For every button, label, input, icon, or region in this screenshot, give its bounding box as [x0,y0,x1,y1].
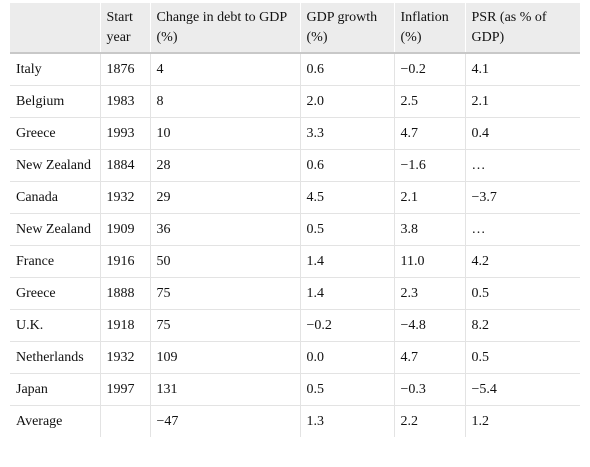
header-inflation: Inflation (%) [394,3,466,54]
cell-country: Greece [10,117,101,150]
cell-gdp-growth: 1.4 [300,277,395,310]
header-gdp-growth: GDP growth (%) [300,3,395,54]
table-row: Greece 1888 75 1.4 2.3 0.5 [10,277,580,310]
cell-inflation: −0.2 [394,53,466,86]
cell-inflation: −0.3 [394,373,466,406]
cell-psr: 0.5 [465,341,580,374]
cell-start-year: 1876 [100,53,151,86]
cell-inflation: 2.3 [394,277,466,310]
table-header: Start year Change in debt to GDP (%) GDP… [10,3,580,54]
cell-change-in-debt: 36 [150,213,301,246]
debt-episodes-table: Start year Change in debt to GDP (%) GDP… [10,3,580,437]
cell-start-year [100,405,151,437]
cell-gdp-growth: 0.5 [300,213,395,246]
header-psr: PSR (as % of GDP) [465,3,580,54]
cell-psr: −5.4 [465,373,580,406]
cell-country: New Zealand [10,213,101,246]
table-row: New Zealand 1909 36 0.5 3.8 … [10,213,580,246]
cell-country: France [10,245,101,278]
cell-country: Italy [10,53,101,86]
cell-inflation: −1.6 [394,149,466,182]
cell-change-in-debt: 109 [150,341,301,374]
cell-change-in-debt: 4 [150,53,301,86]
cell-change-in-debt: 75 [150,277,301,310]
cell-country: U.K. [10,309,101,342]
cell-psr: 0.4 [465,117,580,150]
cell-inflation: 3.8 [394,213,466,246]
table-row: Canada 1932 29 4.5 2.1 −3.7 [10,181,580,214]
cell-start-year: 1884 [100,149,151,182]
cell-psr: 4.2 [465,245,580,278]
cell-change-in-debt: 10 [150,117,301,150]
cell-start-year: 1993 [100,117,151,150]
cell-country: Greece [10,277,101,310]
table-row: U.K. 1918 75 −0.2 −4.8 8.2 [10,309,580,342]
cell-psr: 0.5 [465,277,580,310]
table-row: Belgium 1983 8 2.0 2.5 2.1 [10,85,580,118]
table-body: Italy 1876 4 0.6 −0.2 4.1 Belgium 1983 8… [10,53,580,437]
cell-psr: 8.2 [465,309,580,342]
cell-start-year: 1932 [100,181,151,214]
cell-gdp-growth: 4.5 [300,181,395,214]
cell-inflation: −4.8 [394,309,466,342]
table-row: France 1916 50 1.4 11.0 4.2 [10,245,580,278]
cell-inflation: 2.1 [394,181,466,214]
cell-psr: −3.7 [465,181,580,214]
header-row: Start year Change in debt to GDP (%) GDP… [10,3,580,54]
cell-change-in-debt: 29 [150,181,301,214]
cell-start-year: 1916 [100,245,151,278]
cell-start-year: 1909 [100,213,151,246]
average-row: Average −47 1.3 2.2 1.2 [10,405,580,437]
cell-gdp-growth: 0.6 [300,53,395,86]
cell-psr: 4.1 [465,53,580,86]
cell-gdp-growth: 0.0 [300,341,395,374]
table-row: Italy 1876 4 0.6 −0.2 4.1 [10,53,580,86]
cell-start-year: 1888 [100,277,151,310]
cell-psr: 1.2 [471,414,490,429]
cell-start-year: 1918 [100,309,151,342]
table-row: Netherlands 1932 109 0.0 4.7 0.5 [10,341,580,374]
cell-gdp-growth: 3.3 [300,117,395,150]
cell-country: Japan [10,373,101,406]
table-row: Japan 1997 131 0.5 −0.3 −5.4 [10,373,580,406]
cell-country: Belgium [10,85,101,118]
cell-country: Netherlands [10,341,101,374]
cell-change-in-debt: 50 [150,245,301,278]
cell-change-in-debt: 28 [150,149,301,182]
cell-inflation: 11.0 [394,245,466,278]
cell-inflation: 4.7 [394,117,466,150]
cell-psr: … [465,213,580,246]
cell-change-in-debt: −47 [150,405,301,437]
cell-start-year: 1932 [100,341,151,374]
cell-gdp-growth: −0.2 [300,309,395,342]
header-start-year: Start year [100,3,151,54]
header-change-in-debt: Change in debt to GDP (%) [150,3,301,54]
cell-gdp-growth: 0.5 [300,373,395,406]
cell-country: New Zealand [10,149,101,182]
cell-psr: … [465,149,580,182]
cell-country: Canada [10,181,101,214]
cell-change-in-debt: 131 [150,373,301,406]
cell-inflation: 2.5 [394,85,466,118]
cell-start-year: 1997 [100,373,151,406]
header-country [10,3,101,54]
cell-gdp-growth: 2.0 [300,85,395,118]
cell-change-in-debt: 75 [150,309,301,342]
cell-country: Average [10,405,101,437]
cell-gdp-growth: 1.4 [300,245,395,278]
cell-inflation: 2.2 [394,405,466,437]
table-container: Start year Change in debt to GDP (%) GDP… [10,3,580,437]
cell-start-year: 1983 [100,85,151,118]
cell-psr: 2.1 [465,85,580,118]
table-row: Greece 1993 10 3.3 4.7 0.4 [10,117,580,150]
cell-gdp-growth: 0.6 [300,149,395,182]
table-row: New Zealand 1884 28 0.6 −1.6 … [10,149,580,182]
cell-inflation: 4.7 [394,341,466,374]
cell-gdp-growth: 1.3 [300,405,395,437]
cell-change-in-debt: 8 [150,85,301,118]
